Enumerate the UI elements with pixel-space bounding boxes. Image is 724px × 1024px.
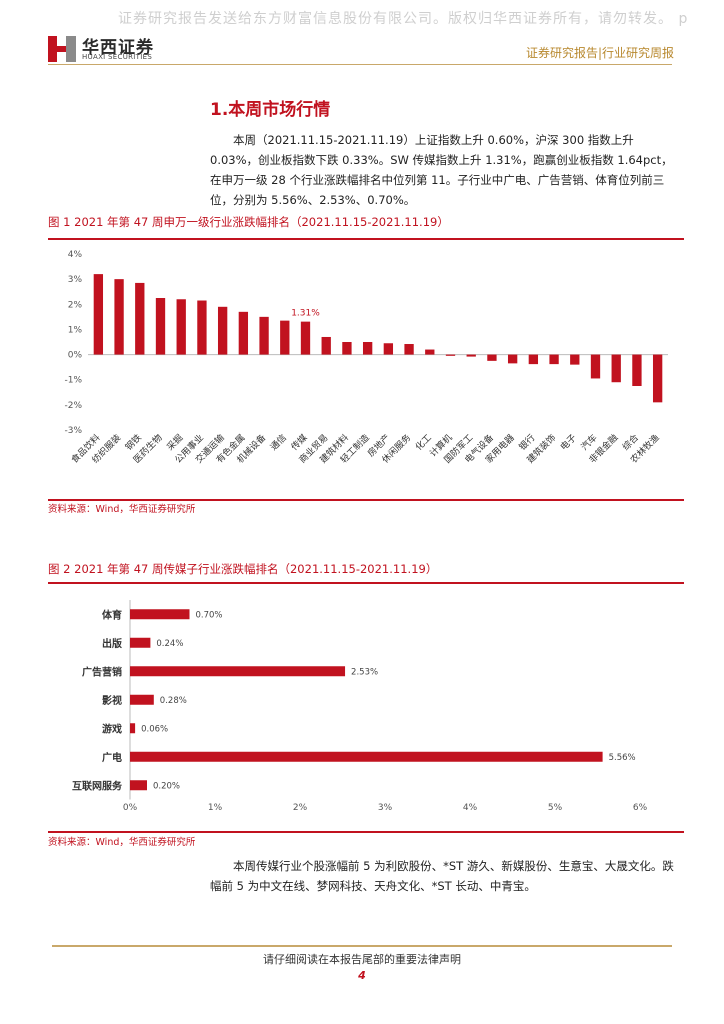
bar	[342, 342, 352, 355]
bar	[321, 336, 331, 355]
x-tick-label: 4%	[463, 803, 478, 813]
bar	[259, 316, 269, 355]
category-label: 出版	[102, 637, 122, 650]
highlight-data-label: 1.31%	[291, 309, 320, 319]
bar	[217, 306, 228, 355]
bar	[570, 354, 580, 365]
y-tick-label: 4%	[68, 250, 83, 260]
bar	[528, 354, 539, 365]
bar	[425, 349, 435, 355]
x-tick-label: 2%	[293, 803, 308, 813]
stock-movers-text: 本周传媒行业个股涨幅前 5 为利欧股份、*ST 游久、新媒股份、生意宝、大晟文化…	[210, 859, 674, 893]
bar	[652, 354, 663, 403]
bar	[130, 666, 346, 677]
logo-name-en: HUAXI SECURITIES	[82, 53, 153, 61]
x-tick-label: 电子	[558, 432, 579, 453]
x-tick-label: 0%	[123, 803, 138, 813]
figure-2-bar-chart: 体育 0.70% 出版 0.24% 广告营销 2.53% 影视 0.28% 游戏 0.06% 广电 5…	[72, 600, 648, 813]
y-tick-label: -1%	[64, 376, 82, 386]
market-summary-text: 本周（2021.11.15-2021.11.19）上证指数上升 0.60%，沪深…	[210, 133, 673, 207]
bar	[280, 320, 290, 355]
data-label: 0.20%	[153, 781, 180, 791]
x-tick-label: 3%	[378, 803, 393, 813]
figure-2-title: 图 2 2021 年第 47 周传媒子行业涨跌幅排名（2021.11.15-20…	[48, 562, 438, 576]
bar	[93, 274, 104, 355]
page-number: 4	[358, 969, 366, 982]
bar	[130, 780, 147, 791]
y-tick-label: 0%	[68, 351, 83, 361]
report-category: 证券研究报告|行业研究周报	[525, 46, 674, 60]
stock-movers-paragraph: 本周传媒行业个股涨幅前 5 为利欧股份、*ST 游久、新媒股份、生意宝、大晟文化…	[210, 856, 680, 896]
bar	[130, 694, 154, 705]
y-tick-label: -3%	[64, 426, 82, 436]
y-tick-label: 3%	[68, 275, 83, 285]
category-label: 影视	[102, 694, 122, 707]
x-tick-label: 1%	[208, 803, 223, 813]
footer-divider	[52, 945, 672, 947]
bar	[611, 354, 621, 383]
bar	[383, 343, 394, 355]
bar	[507, 354, 518, 364]
market-summary-paragraph: 本周（2021.11.15-2021.11.19）上证指数上升 0.60%，沪深…	[210, 130, 680, 210]
bar	[404, 344, 414, 355]
data-label: 0.06%	[141, 724, 168, 734]
bar	[590, 354, 601, 379]
bar	[135, 282, 145, 355]
x-tick-label: 5%	[548, 803, 563, 813]
figure-2-source: 资料来源：Wind，华西证券研究所	[48, 837, 196, 848]
data-label: 0.24%	[156, 639, 183, 649]
footer-disclaimer: 请仔细阅读在本报告尾部的重要法律声明	[263, 953, 461, 966]
bar	[114, 279, 124, 355]
category-label: 游戏	[102, 722, 122, 735]
huaxi-logo-icon	[48, 36, 76, 62]
bar	[549, 354, 559, 365]
category-label: 体育	[102, 608, 122, 621]
y-tick-label: 2%	[68, 300, 83, 310]
data-label: 5.56%	[609, 753, 636, 763]
bar	[176, 299, 186, 355]
data-label: 0.70%	[196, 610, 223, 620]
figure-1-top-rule	[48, 238, 684, 240]
bar	[197, 300, 207, 355]
x-tick-label: 通信	[268, 432, 289, 453]
bar	[445, 354, 456, 356]
category-label: 广电	[102, 751, 122, 764]
y-tick-label: -2%	[64, 401, 82, 411]
figure-1-title: 图 1 2021 年第 47 周申万一级行业涨跌幅排名（2021.11.15-2…	[48, 215, 449, 229]
watermark: 证券研究报告发送给东方财富信息股份有限公司。版权归华西证券所有，请勿转发。 p	[118, 11, 689, 27]
logo-name-cn: 华西证券	[82, 38, 154, 58]
header-divider	[48, 64, 672, 65]
bar	[130, 751, 603, 762]
y-tick-label: 1%	[68, 325, 83, 335]
x-tick-label: 6%	[633, 803, 648, 813]
bar	[130, 609, 190, 620]
bar	[155, 298, 166, 355]
category-label: 广告营销	[82, 665, 122, 678]
bar	[300, 321, 311, 355]
bar	[130, 723, 136, 734]
bar	[362, 342, 373, 355]
figure-1-source: 资料来源：Wind，华西证券研究所	[48, 504, 196, 515]
bar	[487, 354, 497, 361]
data-label: 2.53%	[351, 667, 378, 677]
bar	[466, 354, 476, 357]
section-title: 1.本周市场行情	[210, 100, 331, 120]
bar	[632, 354, 642, 386]
bar	[130, 637, 151, 648]
figure-2-bottom-rule	[48, 831, 684, 833]
category-label: 互联网服务	[72, 779, 123, 792]
bar	[238, 311, 249, 355]
figure-1-bottom-rule	[48, 499, 684, 501]
figure-2-top-rule	[48, 582, 684, 584]
data-label: 0.28%	[160, 696, 187, 706]
